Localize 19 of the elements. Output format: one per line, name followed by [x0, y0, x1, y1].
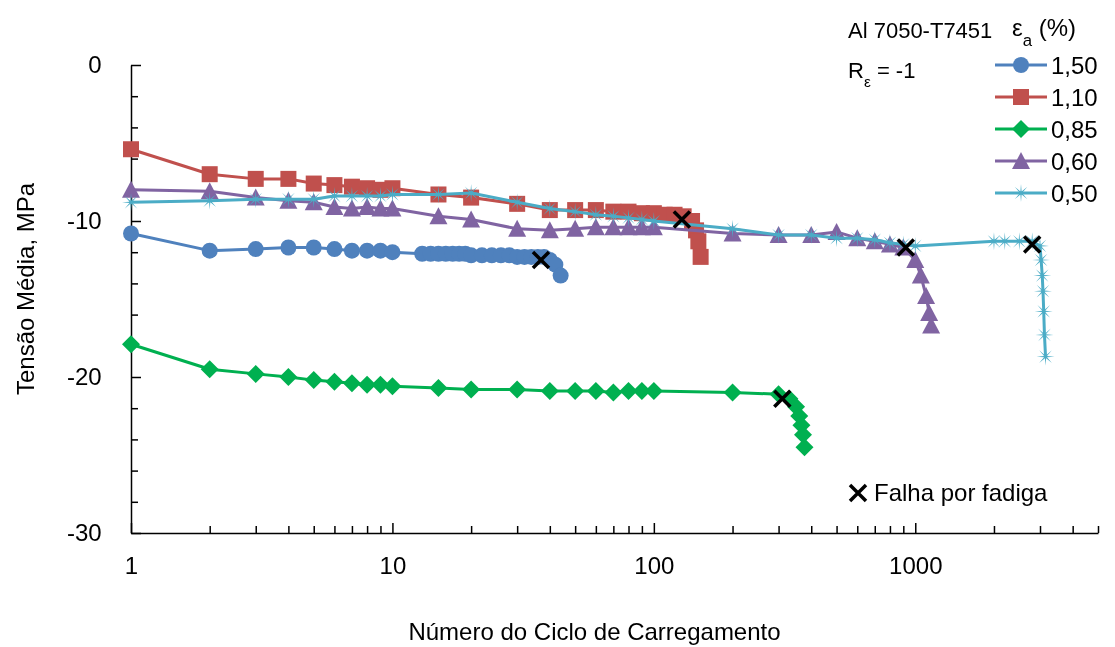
y-tick-label: -20: [66, 363, 102, 391]
legend-title: ε$_{a}$ (%): [1012, 14, 1077, 50]
legend-label: 1,10: [1051, 84, 1098, 111]
y-tick-label: 0: [88, 51, 102, 79]
legend-label: 1,50: [1051, 52, 1098, 79]
x-axis-title: Número do Ciclo de Carregamento: [408, 618, 781, 645]
text: Al 7050-T7451: [848, 18, 993, 43]
x-tick-label: 10: [379, 552, 407, 580]
legend-label: Falha por fadiga: [874, 479, 1049, 506]
x-tick-label: 1000: [889, 552, 943, 580]
legend-label: 0,85: [1051, 116, 1098, 143]
legend-label: 0,50: [1051, 180, 1098, 207]
legend-label: 0,60: [1051, 148, 1098, 175]
y-axis-title: Tensão Média, MPa: [12, 182, 39, 396]
y-tick-label: -30: [66, 519, 102, 547]
x-tick-label: 1: [124, 552, 139, 580]
y-tick-label: -10: [66, 207, 102, 235]
annotation: R$_{ε}$ = -1: [848, 58, 916, 90]
x-tick-label: 100: [634, 552, 675, 580]
